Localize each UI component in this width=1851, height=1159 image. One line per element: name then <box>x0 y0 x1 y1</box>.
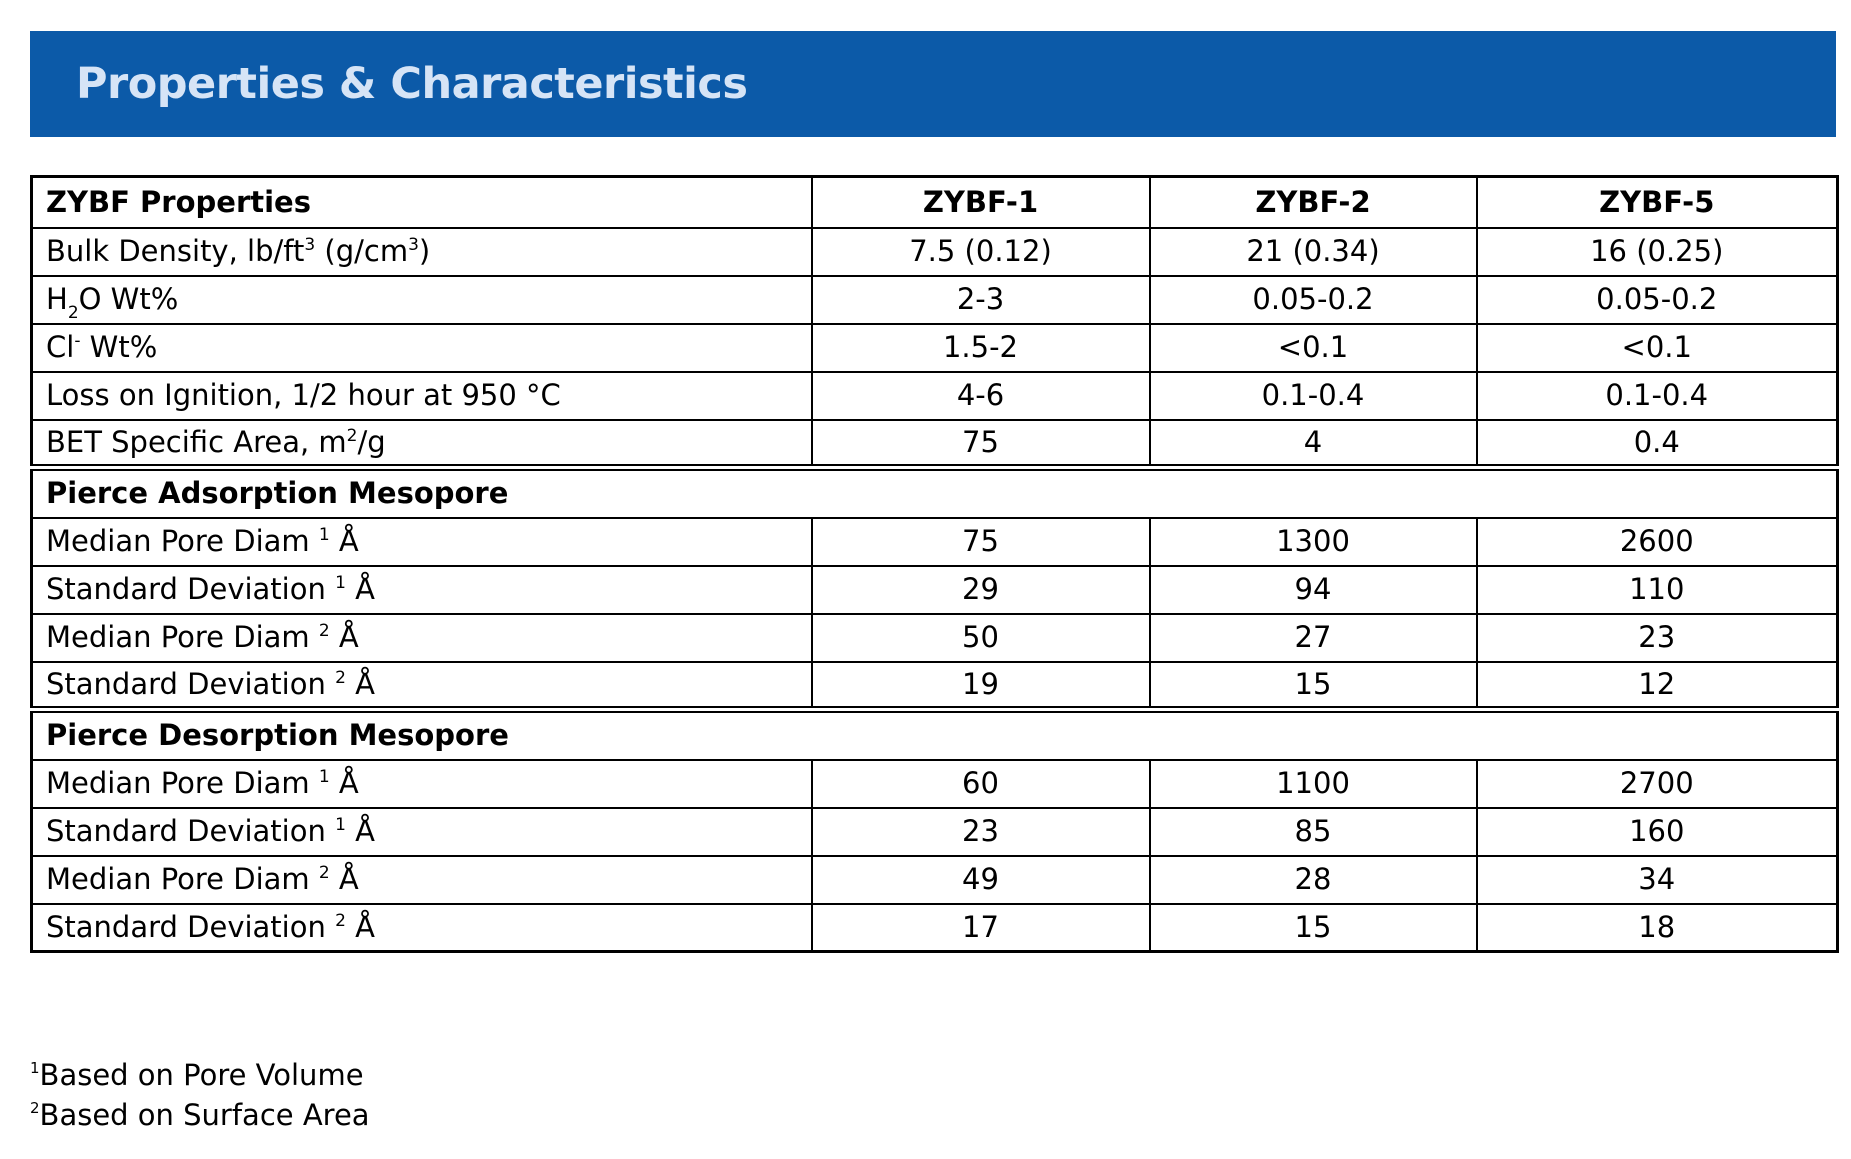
table-cell: <0.1 <box>1148 322 1478 373</box>
table-cell: 34 <box>1475 854 1839 905</box>
row-label: Standard Deviation 1 Å <box>30 564 813 615</box>
footnote-2: 2Based on Surface Area <box>30 1098 370 1132</box>
section-title: Properties & Characteristics <box>76 59 748 109</box>
table-cell: 50 <box>810 612 1151 663</box>
column-header-zybf-1: ZYBF-1 <box>810 175 1151 229</box>
group-header-row: Pierce Desorption Mesopore <box>30 706 1839 761</box>
table-row: Loss on Ignition, 1/2 hour at 950 °C 4-6… <box>30 370 1839 421</box>
table-row: H2O Wt% 2-3 0.05-0.2 0.05-0.2 <box>30 274 1839 325</box>
table-cell: 110 <box>1475 564 1839 615</box>
row-label-bulk-density: Bulk Density, lb/ft3 (g/cm3) <box>30 226 813 277</box>
table-cell: 1.5-2 <box>810 322 1151 373</box>
table-cell: 21 (0.34) <box>1148 226 1478 277</box>
table-row: Standard Deviation 1 Å 29 94 110 <box>30 564 1839 615</box>
table-row: Median Pore Diam 2 Å 49 28 34 <box>30 854 1839 905</box>
table-cell: 0.05-0.2 <box>1148 274 1478 325</box>
table-header-row: ZYBF Properties ZYBF-1 ZYBF-2 ZYBF-5 <box>30 175 1839 229</box>
table-cell: 18 <box>1475 902 1839 953</box>
footnotes: 1Based on Pore Volume 2Based on Surface … <box>30 1055 370 1135</box>
table-cell: 4 <box>1148 418 1478 469</box>
row-label: Median Pore Diam 1 Å <box>30 758 813 809</box>
table-row: Standard Deviation 2 Å 17 15 18 <box>30 902 1839 953</box>
header-label: ZYBF Properties <box>30 175 813 229</box>
row-label-bet-area: BET Specific Area, m2/g <box>30 418 813 469</box>
table-cell: 2700 <box>1475 758 1839 809</box>
table-cell: 16 (0.25) <box>1475 226 1839 277</box>
table-cell: 29 <box>810 564 1151 615</box>
table-cell: 15 <box>1148 660 1478 711</box>
table-cell: 75 <box>810 418 1151 469</box>
table-row: Standard Deviation 1 Å 23 85 160 <box>30 806 1839 857</box>
table-cell: 0.1-0.4 <box>1148 370 1478 421</box>
table-cell: 15 <box>1148 902 1478 953</box>
table-cell: 27 <box>1148 612 1478 663</box>
table-cell: 94 <box>1148 564 1478 615</box>
group-title-desorption: Pierce Desorption Mesopore <box>30 706 1839 761</box>
table-cell: 60 <box>810 758 1151 809</box>
table-row: Cl- Wt% 1.5-2 <0.1 <0.1 <box>30 322 1839 373</box>
column-header-zybf-2: ZYBF-2 <box>1148 175 1478 229</box>
table-cell: 75 <box>810 516 1151 567</box>
row-label: Standard Deviation 1 Å <box>30 806 813 857</box>
table-cell: 0.05-0.2 <box>1475 274 1839 325</box>
table-row: Standard Deviation 2 Å 19 15 12 <box>30 660 1839 711</box>
table-cell: 0.1-0.4 <box>1475 370 1839 421</box>
row-label-loss-on-ignition: Loss on Ignition, 1/2 hour at 950 °C <box>30 370 813 421</box>
group-header-row: Pierce Adsorption Mesopore <box>30 464 1839 519</box>
row-label-water: H2O Wt% <box>30 274 813 325</box>
table-row: Median Pore Diam 1 Å 75 1300 2600 <box>30 516 1839 567</box>
table-cell: 17 <box>810 902 1151 953</box>
table-row: Median Pore Diam 2 Å 50 27 23 <box>30 612 1839 663</box>
table-cell: 85 <box>1148 806 1478 857</box>
table-cell: 7.5 (0.12) <box>810 226 1151 277</box>
table-cell: 23 <box>810 806 1151 857</box>
table-cell: 2600 <box>1475 516 1839 567</box>
table-row: Median Pore Diam 1 Å 60 1100 2700 <box>30 758 1839 809</box>
row-label: Median Pore Diam 2 Å <box>30 854 813 905</box>
properties-table: ZYBF Properties ZYBF-1 ZYBF-2 ZYBF-5 Bul… <box>30 175 1839 953</box>
table-row: BET Specific Area, m2/g 75 4 0.4 <box>30 418 1839 469</box>
table-cell: 19 <box>810 660 1151 711</box>
row-label: Standard Deviation 2 Å <box>30 660 813 711</box>
column-header-zybf-5: ZYBF-5 <box>1475 175 1839 229</box>
row-label: Median Pore Diam 2 Å <box>30 612 813 663</box>
table-cell: 1100 <box>1148 758 1478 809</box>
row-label: Median Pore Diam 1 Å <box>30 516 813 567</box>
table-cell: 160 <box>1475 806 1839 857</box>
group-title-adsorption: Pierce Adsorption Mesopore <box>30 464 1839 519</box>
table-cell: 4-6 <box>810 370 1151 421</box>
table-cell: 28 <box>1148 854 1478 905</box>
table-cell: 2-3 <box>810 274 1151 325</box>
table-cell: 49 <box>810 854 1151 905</box>
row-label: Standard Deviation 2 Å <box>30 902 813 953</box>
table-cell: 0.4 <box>1475 418 1839 469</box>
table-cell: 12 <box>1475 660 1839 711</box>
table-cell: <0.1 <box>1475 322 1839 373</box>
table-cell: 1300 <box>1148 516 1478 567</box>
table-row: Bulk Density, lb/ft3 (g/cm3) 7.5 (0.12) … <box>30 226 1839 277</box>
table-cell: 23 <box>1475 612 1839 663</box>
footnote-1: 1Based on Pore Volume <box>30 1058 364 1092</box>
section-banner: Properties & Characteristics <box>30 31 1836 137</box>
row-label-chloride: Cl- Wt% <box>30 322 813 373</box>
